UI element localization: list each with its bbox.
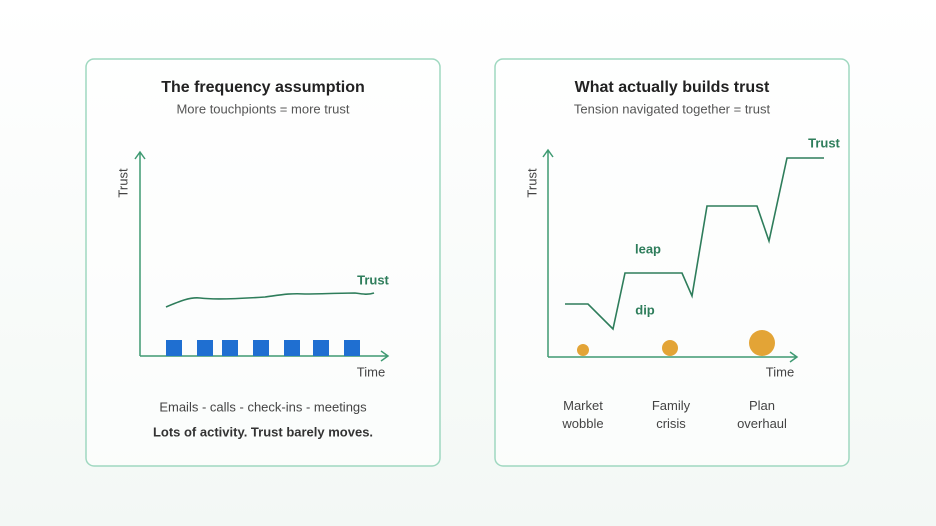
event-label: Market wobble xyxy=(561,398,603,431)
y-axis-label: Trust xyxy=(524,168,539,198)
line-label: Trust xyxy=(808,135,840,150)
annotation: leap xyxy=(635,241,661,256)
panel xyxy=(494,58,850,467)
caption: Emails - calls - check-ins - meetings xyxy=(159,399,367,414)
event-dots xyxy=(577,330,775,356)
axes xyxy=(542,148,799,363)
line-label: Trust xyxy=(357,272,389,287)
panel-subtitle: More touchpionts = more trust xyxy=(176,101,349,116)
conclusion: Lots of activity. Trust barely moves. xyxy=(153,424,373,439)
panel-title: What actually builds trust xyxy=(575,79,770,96)
panel-title: The frequency assumption xyxy=(161,79,365,96)
event-label: Plan overhaul xyxy=(737,398,787,431)
trust-line xyxy=(565,157,824,331)
panel xyxy=(85,58,441,467)
x-axis-label: Time xyxy=(766,364,794,379)
event-label: Family crisis xyxy=(652,398,691,431)
annotation: dip xyxy=(635,302,655,317)
panel-subtitle: Tension navigated together = trust xyxy=(574,101,771,116)
x-axis-label: Time xyxy=(357,364,385,379)
y-axis-label: Trust xyxy=(115,168,130,198)
activity-blocks xyxy=(166,340,360,356)
axes xyxy=(134,150,390,362)
trust-line xyxy=(165,292,375,308)
